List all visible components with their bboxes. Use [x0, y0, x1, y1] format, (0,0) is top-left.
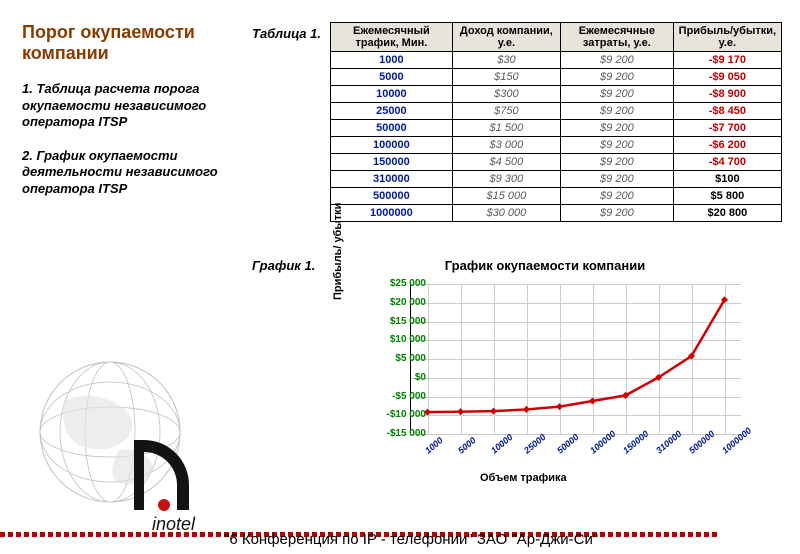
- table-row: 150000$4 500$9 200-$4 700: [331, 154, 782, 171]
- table-cell: $4 500: [452, 154, 560, 171]
- chart-ytick: -$5 000: [366, 391, 426, 402]
- table-cell: 100000: [331, 137, 453, 154]
- table-cell: 50000: [331, 120, 453, 137]
- chart-xtick: 5000: [456, 435, 478, 456]
- table-header: Прибыль/убытки, у.е.: [673, 23, 781, 52]
- table-cell: 500000: [331, 188, 453, 205]
- table-cell: $9 200: [561, 103, 674, 120]
- table-row: 10000$300$9 200-$8 900: [331, 86, 782, 103]
- table-cell: $750: [452, 103, 560, 120]
- table-cell: $9 200: [561, 171, 674, 188]
- subhead-1: 1. Таблица расчета порога окупаемости не…: [22, 81, 232, 130]
- table-row: 25000$750$9 200-$8 450: [331, 103, 782, 120]
- chart-xlabel: Объем трафика: [480, 472, 567, 484]
- table-row: 100000$3 000$9 200-$6 200: [331, 137, 782, 154]
- chart-xtick: 25000: [522, 432, 548, 456]
- chart-caption: График 1.: [252, 258, 315, 273]
- table-cell: $9 200: [561, 52, 674, 69]
- table-cell: 1000000: [331, 205, 453, 222]
- table-row: 1000$30$9 200-$9 170: [331, 52, 782, 69]
- chart-ytick: -$15 000: [366, 428, 426, 439]
- table-cell: $9 200: [561, 205, 674, 222]
- footer-text: "6 Конференция по IP - телефонии" ЗАО "А…: [224, 531, 784, 548]
- table-row: 50000$1 500$9 200-$7 700: [331, 120, 782, 137]
- table-cell: $100: [673, 171, 781, 188]
- chart-ytick: $25 000: [366, 278, 426, 289]
- table-cell: -$9 050: [673, 69, 781, 86]
- table-cell: -$8 900: [673, 86, 781, 103]
- table-row: 310000$9 300$9 200$100: [331, 171, 782, 188]
- table-cell: $9 200: [561, 86, 674, 103]
- chart-ytick: $5 000: [366, 353, 426, 364]
- chart-xtick: 50000: [555, 432, 581, 456]
- table-header: Доход компании, у.е.: [452, 23, 560, 52]
- table-caption: Таблица 1.: [252, 26, 321, 41]
- table-header: Ежемесячный трафик, Мин.: [331, 23, 453, 52]
- table-cell: 150000: [331, 154, 453, 171]
- chart-ytick: -$10 000: [366, 409, 426, 420]
- table-cell: 310000: [331, 171, 453, 188]
- table-cell: $30 000: [452, 205, 560, 222]
- table-cell: 1000: [331, 52, 453, 69]
- table-cell: $1 500: [452, 120, 560, 137]
- table-cell: $9 300: [452, 171, 560, 188]
- table-cell: $9 200: [561, 120, 674, 137]
- table-cell: $3 000: [452, 137, 560, 154]
- table-cell: $5 800: [673, 188, 781, 205]
- table-cell: 10000: [331, 86, 453, 103]
- table-header: Ежемесячные затраты, у.е.: [561, 23, 674, 52]
- chart-ytick: $20 000: [366, 297, 426, 308]
- table-cell: $150: [452, 69, 560, 86]
- table-cell: 25000: [331, 103, 453, 120]
- table-cell: $9 200: [561, 137, 674, 154]
- chart-title: График окупаемости компании: [330, 258, 760, 273]
- table-cell: -$6 200: [673, 137, 781, 154]
- chart-xtick: 10000: [489, 432, 515, 456]
- chart-ytick: $10 000: [366, 334, 426, 345]
- table-cell: -$4 700: [673, 154, 781, 171]
- table-row: 500000$15 000$9 200$5 800: [331, 188, 782, 205]
- table-cell: $15 000: [452, 188, 560, 205]
- table-cell: $9 200: [561, 154, 674, 171]
- table-cell: -$8 450: [673, 103, 781, 120]
- page-title: Порог окупаемости компании: [22, 22, 232, 63]
- chart-ylabel: Прибыль/ убытки: [332, 203, 344, 300]
- table-row: 1000000$30 000$9 200$20 800: [331, 205, 782, 222]
- table-cell: $9 200: [561, 69, 674, 86]
- chart-ytick: $15 000: [366, 316, 426, 327]
- table-cell: $300: [452, 86, 560, 103]
- breakeven-chart: График окупаемости компании -$15 000 -$10…: [330, 258, 760, 488]
- chart-ytick: $0: [366, 372, 426, 383]
- table-cell: $9 200: [561, 188, 674, 205]
- table-cell: $30: [452, 52, 560, 69]
- breakeven-table: Ежемесячный трафик, Мин.Доход компании, …: [330, 22, 782, 222]
- table-cell: 5000: [331, 69, 453, 86]
- table-cell: $20 800: [673, 205, 781, 222]
- subhead-2: 2. График окупаемости деятельности незав…: [22, 148, 232, 197]
- table-cell: -$7 700: [673, 120, 781, 137]
- table-row: 5000$150$9 200-$9 050: [331, 69, 782, 86]
- table-cell: -$9 170: [673, 52, 781, 69]
- logo: inotel: [24, 340, 224, 540]
